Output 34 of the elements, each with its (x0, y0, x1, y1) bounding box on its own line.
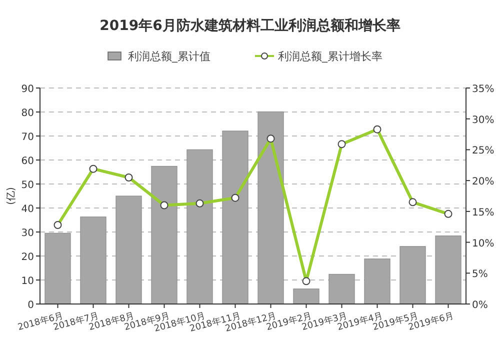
bar (258, 111, 284, 304)
bar (116, 196, 142, 304)
y2-tick-label: 0% (472, 300, 488, 311)
y-tick-label: 0 (28, 300, 34, 311)
bar (44, 232, 71, 304)
bar (364, 258, 390, 304)
y-tick-label: 90 (21, 84, 34, 95)
y2-tick-label: 35% (472, 84, 494, 95)
bar (293, 288, 320, 304)
y2-tick-label: 10% (472, 238, 494, 250)
y2-tick-label: 15% (472, 207, 494, 218)
bar (80, 216, 106, 304)
y-tick-label: 60 (21, 156, 34, 167)
bar (222, 130, 248, 304)
legend-label: 利润总额_累计值 (128, 50, 210, 63)
y2-tick-label: 20% (472, 176, 494, 188)
y-tick-label: 50 (21, 180, 34, 191)
y-tick-label: 20 (21, 252, 34, 263)
bar (435, 236, 462, 304)
bar (186, 149, 213, 304)
y-tick-label: 70 (21, 132, 34, 143)
chart-title: 2019年6月防水建筑材料工业利润总额和增长率 (100, 17, 400, 34)
y2-tick-label: 5% (472, 269, 488, 280)
bar (151, 166, 178, 304)
y-tick-label: 30 (21, 228, 34, 239)
y-tick-label: 10 (21, 276, 34, 287)
y-tick-label: 80 (21, 108, 34, 119)
bar (400, 246, 426, 304)
bar (328, 274, 355, 304)
y2-tick-label: 30% (472, 114, 494, 126)
y-tick-label: 40 (21, 204, 34, 215)
legend-label: 利润总额_累计增长率 (278, 50, 382, 63)
y-axis-title: (亿) (6, 187, 17, 205)
y2-tick-label: 25% (472, 146, 494, 157)
